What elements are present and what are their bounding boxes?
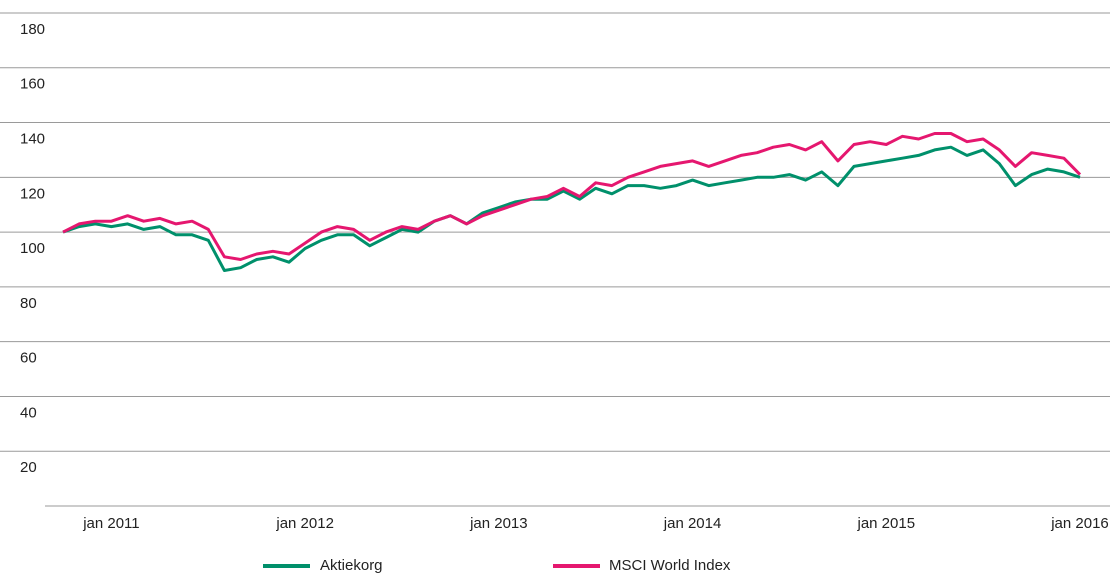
x-tick-label: jan 2015 xyxy=(857,515,916,532)
legend-label: Aktiekorg xyxy=(320,557,383,574)
y-tick-label: 60 xyxy=(20,350,37,367)
y-tick-label: 160 xyxy=(20,76,45,93)
series-line xyxy=(62,145,1081,272)
y-tick-label: 20 xyxy=(20,459,37,476)
y-tick-label: 80 xyxy=(20,295,37,312)
x-tick-label: jan 2014 xyxy=(663,515,722,532)
x-tick-label: jan 2013 xyxy=(469,515,528,532)
x-tick-label: jan 2016 xyxy=(1050,515,1109,532)
y-tick-label: 180 xyxy=(20,21,45,38)
y-tick-label: 140 xyxy=(20,131,45,148)
legend-label: MSCI World Index xyxy=(609,557,731,574)
x-tick-label: jan 2012 xyxy=(275,515,334,532)
x-tick-label: jan 2011 xyxy=(82,515,139,532)
y-tick-label: 100 xyxy=(20,240,45,257)
series-line xyxy=(62,132,1082,261)
y-tick-label: 40 xyxy=(20,404,37,421)
y-tick-label: 120 xyxy=(20,185,45,202)
